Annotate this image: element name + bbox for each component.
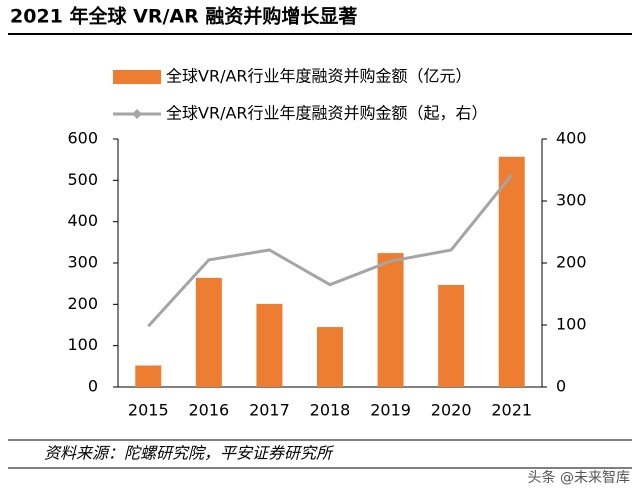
- legend-swatch: [113, 70, 161, 84]
- y-tick-label: 200: [67, 294, 98, 313]
- y2-tick-label: 100: [556, 315, 587, 334]
- chart-title: 2021 年全球 VR/AR 融资并购增长显著: [10, 5, 357, 28]
- legend-marker: [132, 109, 142, 119]
- bar: [135, 365, 162, 387]
- y-tick-label: 600: [67, 129, 98, 148]
- y-tick-label: 500: [67, 170, 98, 189]
- y-tick-label: 400: [67, 211, 98, 230]
- x-tick-label: 2018: [310, 401, 351, 420]
- bar: [256, 303, 283, 387]
- x-tick-label: 2015: [128, 401, 169, 420]
- x-tick-label: 2016: [188, 401, 229, 420]
- bar: [438, 284, 465, 387]
- y-tick-label: 0: [88, 377, 98, 396]
- y2-tick-label: 200: [556, 253, 587, 272]
- legend-label: 全球VR/AR行业年度融资并购金额（起，右）: [166, 104, 488, 123]
- bar: [498, 156, 525, 387]
- x-tick-label: 2021: [491, 401, 532, 420]
- legend-label: 全球VR/AR行业年度融资并购金额（亿元）: [166, 67, 472, 86]
- y-tick-label: 100: [67, 335, 98, 354]
- y2-tick-label: 300: [556, 191, 587, 210]
- x-tick-label: 2020: [431, 401, 472, 420]
- bar: [195, 277, 222, 387]
- x-tick-label: 2017: [249, 401, 290, 420]
- bar: [377, 253, 404, 387]
- y2-tick-label: 400: [556, 129, 587, 148]
- y-tick-label: 300: [67, 253, 98, 272]
- x-tick-label: 2019: [370, 401, 411, 420]
- line: [147, 174, 513, 328]
- watermark: 头条 @未来智库: [528, 469, 630, 486]
- source: 资料来源：陀螺研究院，平安证券研究所: [44, 444, 335, 463]
- bar: [317, 327, 343, 387]
- y2-tick-label: 0: [556, 377, 566, 396]
